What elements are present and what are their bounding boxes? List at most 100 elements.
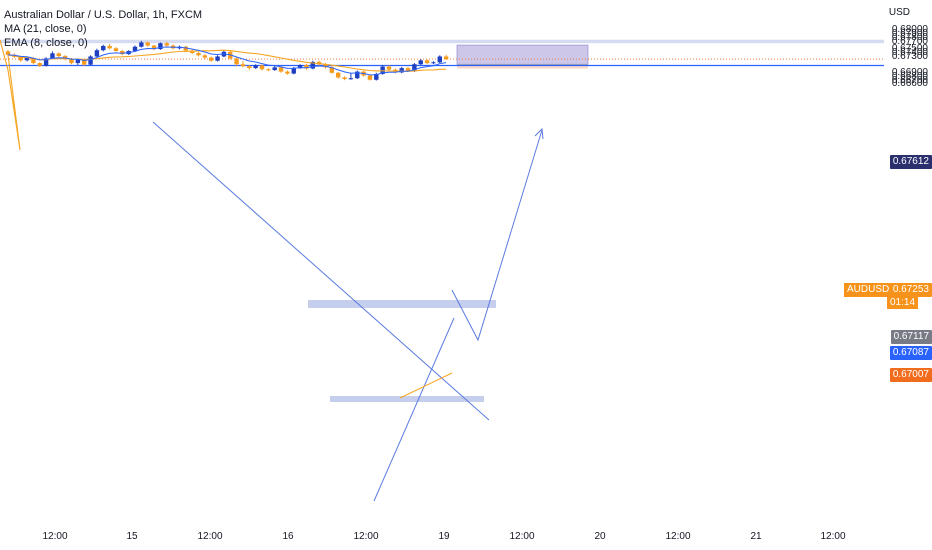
- y-tick-label: 0.66800: [891, 70, 928, 82]
- resistance-zone: [0, 39, 884, 44]
- y-tick-label: 0.66600: [891, 78, 928, 90]
- candle-body: [405, 68, 411, 72]
- y-tick-label: 0.67500: [891, 43, 928, 55]
- candle-body: [443, 56, 449, 60]
- candle-body: [215, 56, 220, 61]
- candle-body: [107, 45, 112, 49]
- candle-body: [24, 58, 30, 61]
- y-tick-label: 0.67900: [891, 27, 928, 39]
- candle-body: [139, 42, 144, 47]
- candle-body: [75, 59, 81, 64]
- candle-body: [399, 68, 404, 73]
- stop-box: [457, 64, 588, 69]
- candle-body: [304, 65, 309, 69]
- candle-body: [189, 50, 195, 53]
- indicators-layer: [0, 39, 447, 151]
- candle-body: [355, 71, 360, 79]
- x-tick-label: 16: [282, 531, 294, 542]
- candle-body: [310, 61, 315, 69]
- candle-body: [418, 60, 423, 65]
- candle-body: [202, 55, 208, 58]
- x-tick-label: 12:00: [353, 531, 379, 542]
- candle-body: [234, 58, 239, 65]
- x-tick-label: 12:00: [509, 531, 535, 542]
- candle-body: [247, 66, 252, 69]
- y-tick-label: 0.67800: [891, 31, 928, 43]
- support-price-tag: 0.67087: [889, 346, 932, 360]
- ema-legend: EMA (8, close, 0): [4, 37, 88, 49]
- candle-body: [31, 58, 36, 64]
- x-tick-label: 21: [750, 531, 762, 542]
- candle-body: [348, 78, 354, 80]
- x-tick-label: 12:00: [820, 531, 846, 542]
- lower-zone: [330, 396, 484, 402]
- candle-body: [37, 63, 42, 66]
- candle-body: [329, 67, 335, 73]
- candle-body: [367, 75, 373, 80]
- ma-tail: [399, 372, 453, 399]
- candle-body: [151, 45, 157, 50]
- candle-body: [56, 53, 61, 57]
- candle-body: [164, 43, 169, 46]
- candle-body: [342, 77, 347, 80]
- ema-line: [7, 46, 447, 76]
- y-tick-label: 0.66700: [891, 74, 928, 86]
- last-price-tag: 0.67253: [889, 283, 932, 297]
- candle-body: [183, 46, 188, 51]
- x-tick-label: 20: [594, 531, 606, 542]
- candle-body: [431, 62, 436, 64]
- x-tick-label: 12:00: [42, 531, 68, 542]
- x-tick-label: 12:00: [665, 531, 691, 542]
- downtrend-line: [152, 121, 490, 421]
- candle-body: [272, 67, 277, 71]
- candle-body: [145, 42, 150, 46]
- candle-body: [5, 51, 11, 55]
- candle-body: [82, 59, 87, 65]
- candle-body: [437, 56, 442, 63]
- countdown-tag: 01:14: [887, 297, 919, 309]
- candle-body: [278, 67, 284, 72]
- symbol-tag: AUDUSD: [844, 283, 893, 297]
- candle-body: [50, 53, 55, 59]
- candle-body: [158, 43, 163, 50]
- y-tick-label: 0.67400: [891, 47, 928, 59]
- target-price-tag: 0.67612: [889, 155, 932, 169]
- ma-line: [0, 39, 447, 151]
- drawings-layer: [152, 121, 544, 502]
- x-tick-label: 15: [126, 531, 138, 542]
- projection-path: [451, 129, 543, 342]
- candle-body: [374, 73, 379, 80]
- candle-body: [94, 50, 100, 57]
- uptrend-line: [373, 317, 455, 502]
- currency-label: USD: [888, 7, 910, 18]
- y-tick-label: 0.67300: [891, 51, 928, 63]
- candle-body: [266, 69, 271, 71]
- chart-title: Australian Dollar / U.S. Dollar, 1h, FXC…: [4, 9, 203, 21]
- candle-body: [69, 59, 74, 64]
- candle-body: [316, 61, 322, 65]
- y-tick-label: 0.68000: [891, 24, 928, 35]
- candle-body: [113, 48, 119, 52]
- x-tick-label: 12:00: [197, 531, 223, 542]
- y-tick-label: 0.67700: [891, 35, 928, 47]
- candle-body: [291, 68, 296, 74]
- candle-body: [132, 46, 138, 52]
- x-tick-label: 19: [438, 531, 450, 542]
- candle-body: [253, 65, 258, 69]
- mid-zone: [308, 300, 496, 308]
- candle-body: [412, 64, 417, 72]
- candle-body: [209, 57, 214, 61]
- candle-body: [336, 72, 341, 78]
- candle-body: [259, 65, 265, 70]
- candle-body: [240, 64, 246, 67]
- candle-body: [386, 66, 392, 70]
- annotation-layer: [0, 39, 884, 402]
- candle-body: [88, 56, 93, 65]
- target-box: [456, 44, 589, 65]
- candle-body: [285, 71, 290, 74]
- ma-legend: MA (21, close, 0): [4, 23, 87, 35]
- candles-layer: [5, 40, 449, 81]
- candle-body: [101, 45, 106, 51]
- candle-body: [424, 60, 430, 64]
